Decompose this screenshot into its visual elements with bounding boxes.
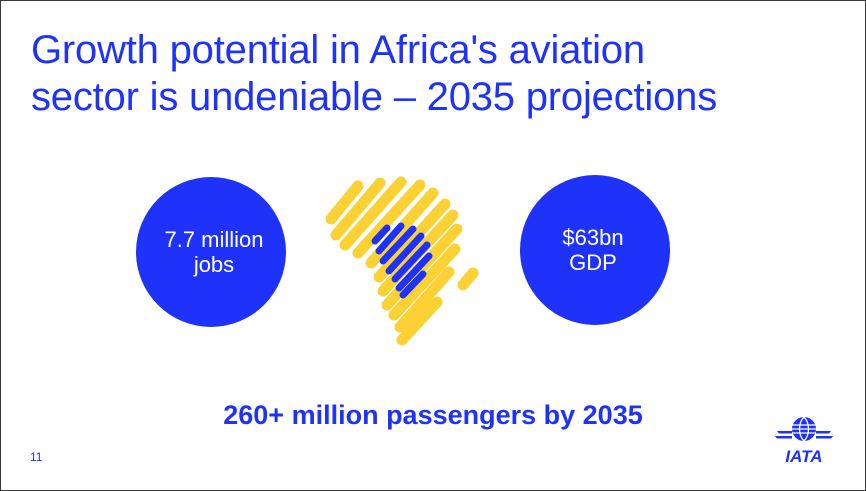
passengers-headline: 260+ million passengers by 2035 bbox=[223, 400, 643, 430]
iata-logo-text: IATA bbox=[785, 447, 822, 466]
gdp-stat-circle: $63bn GDP bbox=[520, 175, 670, 325]
slide-title: Growth potential in Africa's aviation se… bbox=[31, 27, 831, 121]
jobs-stat-label: jobs bbox=[193, 252, 235, 277]
jobs-stat-value: 7.7 million bbox=[164, 227, 264, 252]
page-number: 11 bbox=[30, 450, 43, 464]
jobs-stat-circle: 7.7 million jobs bbox=[136, 177, 286, 327]
iata-logo: IATA bbox=[775, 416, 833, 466]
slide-title-line: sector is undeniable – 2035 projections bbox=[31, 75, 717, 119]
gdp-stat-label: GDP bbox=[569, 250, 617, 275]
slide-title-line: Growth potential in Africa's aviation bbox=[31, 28, 645, 72]
africa-map-icon bbox=[325, 176, 479, 346]
gdp-stat-value: $63bn bbox=[562, 225, 624, 250]
